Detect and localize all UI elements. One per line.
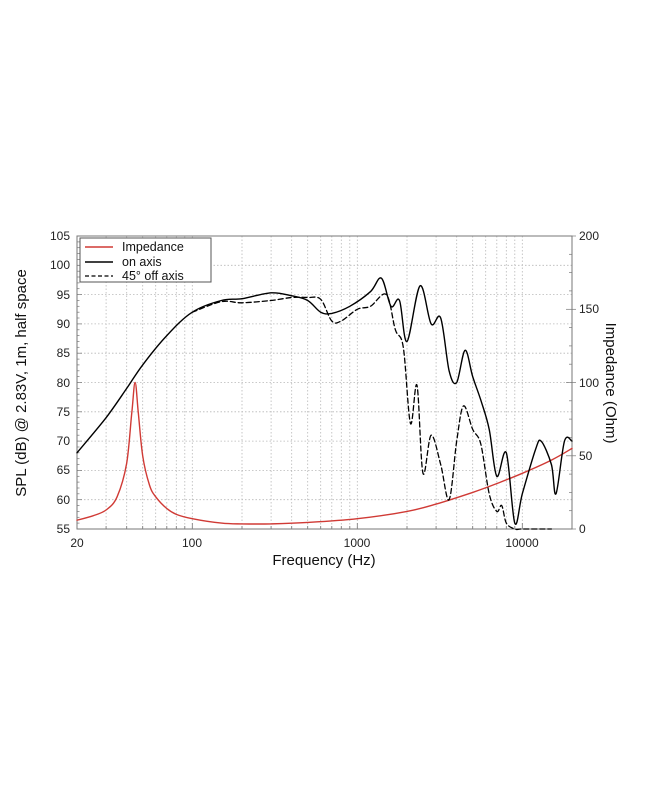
legend-box <box>79 237 212 283</box>
y2-tick-labels: 0 50 100 150 200 <box>579 229 599 536</box>
y2-tick: 150 <box>579 302 599 316</box>
y-tick: 55 <box>57 522 71 536</box>
tick-marks <box>77 235 576 530</box>
y-tick: 100 <box>50 258 70 272</box>
x-tick: 100 <box>182 536 202 550</box>
y2-tick: 50 <box>579 449 593 463</box>
y-tick-labels: 55 60 65 70 75 80 85 90 95 100 105 <box>50 229 70 536</box>
y-tick: 60 <box>57 493 71 507</box>
y-tick: 75 <box>57 405 71 419</box>
y-tick: 95 <box>57 288 71 302</box>
y2-tick: 100 <box>579 376 599 390</box>
y2-tick: 200 <box>579 229 599 243</box>
y-tick: 80 <box>57 376 71 390</box>
y-tick: 65 <box>57 463 71 477</box>
off-axis-curve <box>191 293 553 531</box>
legend-impedance-label: Impedance <box>122 240 184 254</box>
y-tick: 105 <box>50 229 70 243</box>
y-tick: 85 <box>57 346 71 360</box>
y-tick: 90 <box>57 317 71 331</box>
y-tick: 70 <box>57 434 71 448</box>
legend: Impedance on axis 45° off axis <box>79 237 212 283</box>
y-axis-label: SPL (dB) @ 2.83V, 1m, half space <box>13 269 30 497</box>
x-tick: 20 <box>70 536 84 550</box>
x-axis-label: Frequency (Hz) <box>272 552 375 569</box>
x-tick: 1000 <box>344 536 371 550</box>
legend-on-axis-label: on axis <box>122 255 162 269</box>
impedance-curve <box>76 381 573 525</box>
x-tick-labels: 20 100 1000 10000 <box>70 536 539 550</box>
on-axis-curve <box>76 277 573 526</box>
y2-tick: 0 <box>579 522 586 536</box>
legend-off-axis-label: 45° off axis <box>122 269 184 283</box>
y2-axis-label: Impedance (Ohm) <box>602 323 619 444</box>
x-tick: 10000 <box>505 536 539 550</box>
